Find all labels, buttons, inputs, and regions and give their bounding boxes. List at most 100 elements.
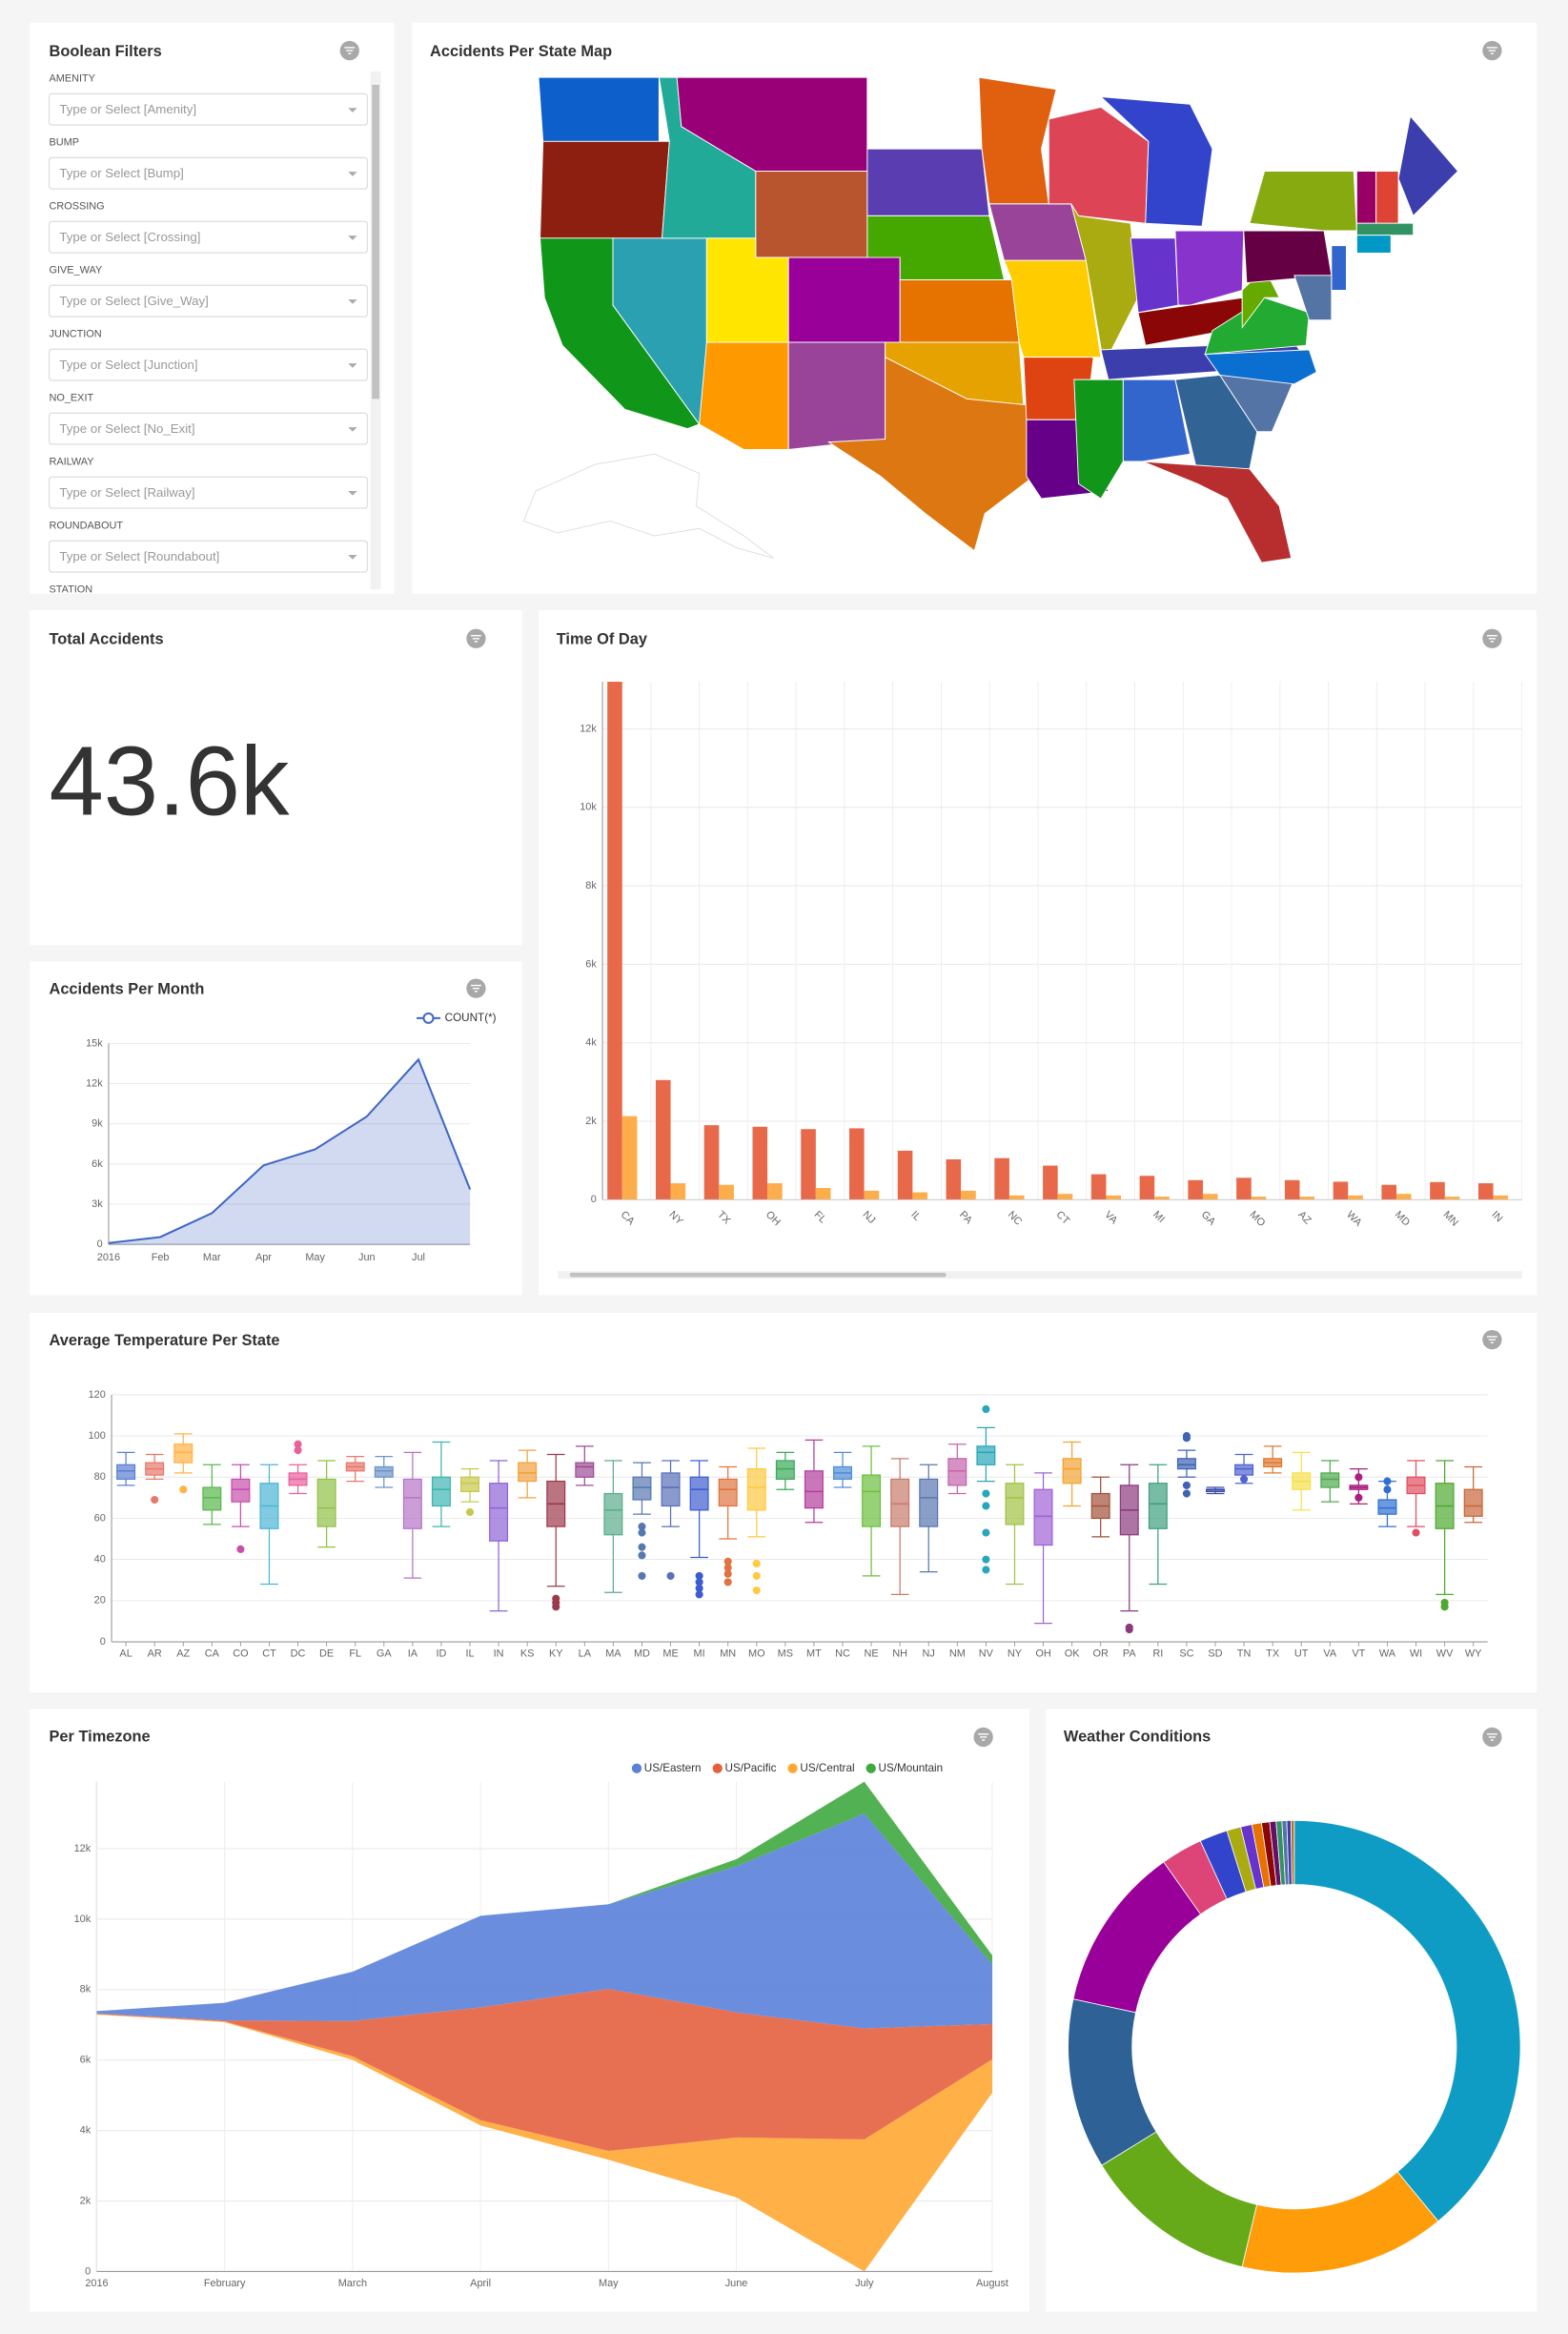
filter-placeholder: Type or Select [Crossing] — [59, 230, 200, 244]
filter-placeholder: Type or Select [Roundabout] — [59, 549, 219, 563]
state-shape — [755, 171, 868, 258]
filter-icon[interactable] — [1482, 628, 1502, 648]
state-shape — [1073, 379, 1124, 500]
x-tick-label: May — [305, 1252, 325, 1263]
filter-icon[interactable] — [466, 628, 486, 648]
box — [431, 1476, 451, 1507]
outlier — [982, 1555, 990, 1564]
x-tick-label: NE — [865, 1648, 879, 1659]
outlier — [723, 1564, 732, 1572]
box — [1148, 1483, 1168, 1529]
bar — [1299, 1197, 1315, 1200]
box — [374, 1465, 394, 1478]
bar — [1236, 1177, 1252, 1200]
box — [1062, 1458, 1082, 1484]
x-tick-label: SC — [1179, 1648, 1193, 1659]
filter-input[interactable] — [48, 92, 369, 126]
box — [1377, 1499, 1397, 1515]
outlier — [982, 1502, 990, 1510]
filter-placeholder: Type or Select [Bump] — [59, 166, 183, 180]
outlier — [1354, 1493, 1363, 1502]
state-shape — [787, 256, 901, 343]
x-tick-label: MN — [720, 1648, 736, 1659]
x-tick-label: WV — [1436, 1648, 1454, 1659]
bar — [1333, 1181, 1349, 1200]
filter-label: AMENITY — [50, 73, 96, 85]
bar — [961, 1190, 976, 1200]
filter-icon[interactable] — [973, 1727, 993, 1748]
filter-icon[interactable] — [1482, 1727, 1502, 1748]
legend-label: COUNT(*) — [445, 1012, 497, 1024]
state-shape — [1293, 275, 1333, 321]
y-tick-label: 2k — [585, 1116, 597, 1127]
bar — [1396, 1194, 1412, 1200]
x-tick-label: NJ — [860, 1209, 877, 1226]
x-tick-label: LA — [579, 1648, 592, 1659]
line — [108, 1057, 472, 1244]
h-scrollbar[interactable] — [558, 1271, 1522, 1280]
y-tick-label: 20 — [94, 1595, 106, 1607]
x-tick-label: ID — [436, 1648, 446, 1659]
state-shape — [1355, 222, 1415, 236]
filter-icon[interactable] — [1482, 1329, 1502, 1350]
filter-icon[interactable] — [339, 40, 359, 61]
box — [575, 1462, 595, 1478]
x-tick-label: PA — [1123, 1648, 1136, 1659]
outlier — [723, 1557, 732, 1566]
bar — [1154, 1197, 1170, 1200]
filter-input[interactable] — [48, 220, 369, 254]
x-tick-label: SD — [1208, 1648, 1222, 1659]
box — [804, 1470, 824, 1509]
icon-lines — [978, 1733, 989, 1741]
filter-input[interactable] — [48, 540, 369, 573]
box — [661, 1472, 681, 1507]
outlier — [695, 1578, 703, 1587]
outlier — [294, 1440, 302, 1448]
filter-input[interactable] — [48, 348, 369, 381]
box — [518, 1462, 538, 1483]
bar — [767, 1183, 783, 1200]
box — [689, 1476, 709, 1511]
outlier — [752, 1559, 761, 1568]
panel-title: Per Timezone — [50, 1728, 151, 1745]
state-shape — [866, 148, 990, 216]
stream-area — [96, 1813, 993, 2029]
x-tick-label: CT — [262, 1648, 276, 1659]
state-shape — [1130, 237, 1179, 314]
x-tick-label: KY — [549, 1648, 563, 1659]
legend-label: US/Central — [800, 1762, 854, 1774]
panel-title: Weather Conditions — [1064, 1728, 1211, 1745]
dropdown-caret — [348, 427, 357, 432]
x-tick-label: CO — [233, 1648, 248, 1659]
filter-input[interactable] — [48, 156, 369, 190]
x-tick-label: IL — [465, 1648, 474, 1659]
filter-icon[interactable] — [466, 978, 486, 998]
outlier — [982, 1528, 990, 1537]
filter-input[interactable] — [48, 284, 369, 317]
h-scrollbar-thumb[interactable] — [569, 1272, 947, 1278]
outlier — [1383, 1485, 1392, 1494]
y-tick-label: 12k — [580, 723, 597, 734]
scrollbar-thumb[interactable] — [372, 84, 379, 399]
bar — [1202, 1194, 1218, 1200]
filter-input[interactable] — [48, 412, 369, 445]
state-shape — [1070, 203, 1139, 366]
outlier — [723, 1569, 732, 1578]
y-tick-label: 6k — [92, 1158, 103, 1170]
y-tick-label: 120 — [89, 1389, 106, 1401]
x-tick-label: FL — [349, 1648, 361, 1659]
bar — [1348, 1195, 1363, 1200]
outlier — [1412, 1528, 1420, 1537]
box — [1320, 1472, 1340, 1488]
filter-icon[interactable] — [1482, 40, 1502, 61]
x-tick-label: CT — [1054, 1209, 1072, 1227]
y-tick-label: 4k — [585, 1037, 597, 1049]
x-tick-label: VT — [1352, 1648, 1365, 1659]
bar — [1381, 1184, 1397, 1200]
outlier — [465, 1507, 475, 1517]
x-tick-label: TX — [1266, 1648, 1280, 1659]
x-tick-label: July — [855, 2278, 874, 2289]
filter-input[interactable] — [48, 476, 369, 509]
x-tick-label: Feb — [152, 1252, 170, 1263]
x-tick-label: DC — [291, 1648, 306, 1659]
